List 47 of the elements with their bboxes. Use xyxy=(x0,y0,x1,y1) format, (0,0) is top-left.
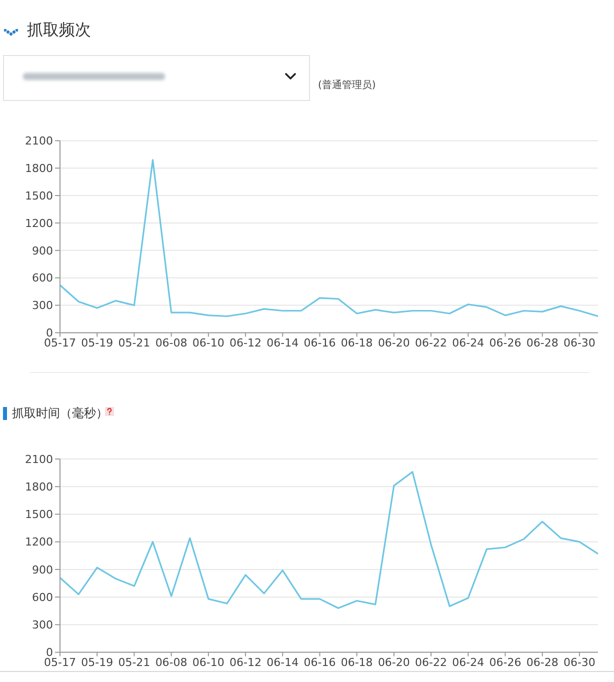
line-series xyxy=(60,471,598,609)
x-tick-label: 06-20 xyxy=(378,336,410,350)
x-tick-label: 06-12 xyxy=(230,656,262,670)
x-tick-label: 06-14 xyxy=(266,656,299,670)
line-series xyxy=(60,159,598,318)
y-tick-label: 2100 xyxy=(25,452,53,466)
y-tick-label: 1800 xyxy=(25,162,53,176)
y-tick-label: 1200 xyxy=(25,536,53,549)
y-tick-label: 1200 xyxy=(25,216,53,230)
y-tick-label: 1800 xyxy=(25,480,53,494)
x-tick-label: 06-28 xyxy=(526,656,558,670)
x-tick-label: 06-18 xyxy=(340,656,373,670)
x-tick-label: 06-16 xyxy=(304,336,336,350)
y-tick-label: 300 xyxy=(32,299,53,312)
x-tick-label: 05-21 xyxy=(118,656,150,670)
y-tick-label: 900 xyxy=(32,563,53,576)
y-tick-label: 300 xyxy=(32,618,53,632)
y-tick-label: 900 xyxy=(32,244,53,258)
x-tick-label: 06-08 xyxy=(155,336,188,350)
chart-title: 抓取时间（毫秒） xyxy=(12,406,108,421)
x-tick-label: 06-14 xyxy=(266,336,299,350)
x-tick-label: 06-30 xyxy=(563,336,596,350)
x-tick-label: 06-22 xyxy=(415,656,448,670)
x-tick-label: 06-26 xyxy=(489,336,522,350)
x-tick-label: 06-16 xyxy=(304,656,336,670)
x-tick-label: 06-30 xyxy=(563,656,596,670)
chart-title: 抓取频次 xyxy=(27,20,91,40)
y-tick-label: 1500 xyxy=(25,508,53,522)
x-tick-label: 06-08 xyxy=(155,656,188,670)
x-tick-label: 06-10 xyxy=(192,656,224,670)
x-tick-label: 06-22 xyxy=(415,336,448,350)
x-tick-label: 05-19 xyxy=(81,336,114,350)
x-tick-label: 05-19 xyxy=(81,656,114,670)
y-tick-label: 1500 xyxy=(25,189,53,202)
x-tick-label: 05-21 xyxy=(118,336,150,350)
x-tick-label: 06-10 xyxy=(192,336,224,350)
x-tick-label: 06-20 xyxy=(378,656,410,670)
y-tick-label: 2100 xyxy=(25,134,53,148)
y-tick-label: 600 xyxy=(32,590,53,604)
text: (普通管理员) xyxy=(318,80,376,92)
x-tick-label: 06-26 xyxy=(489,656,522,670)
x-tick-label: 06-18 xyxy=(340,336,373,350)
x-tick-label: 06-12 xyxy=(230,336,262,350)
y-tick-label: 600 xyxy=(32,272,53,285)
x-tick-label: 06-28 xyxy=(526,336,558,350)
x-tick-label: 06-24 xyxy=(452,656,484,670)
x-tick-label: 06-24 xyxy=(452,336,484,350)
